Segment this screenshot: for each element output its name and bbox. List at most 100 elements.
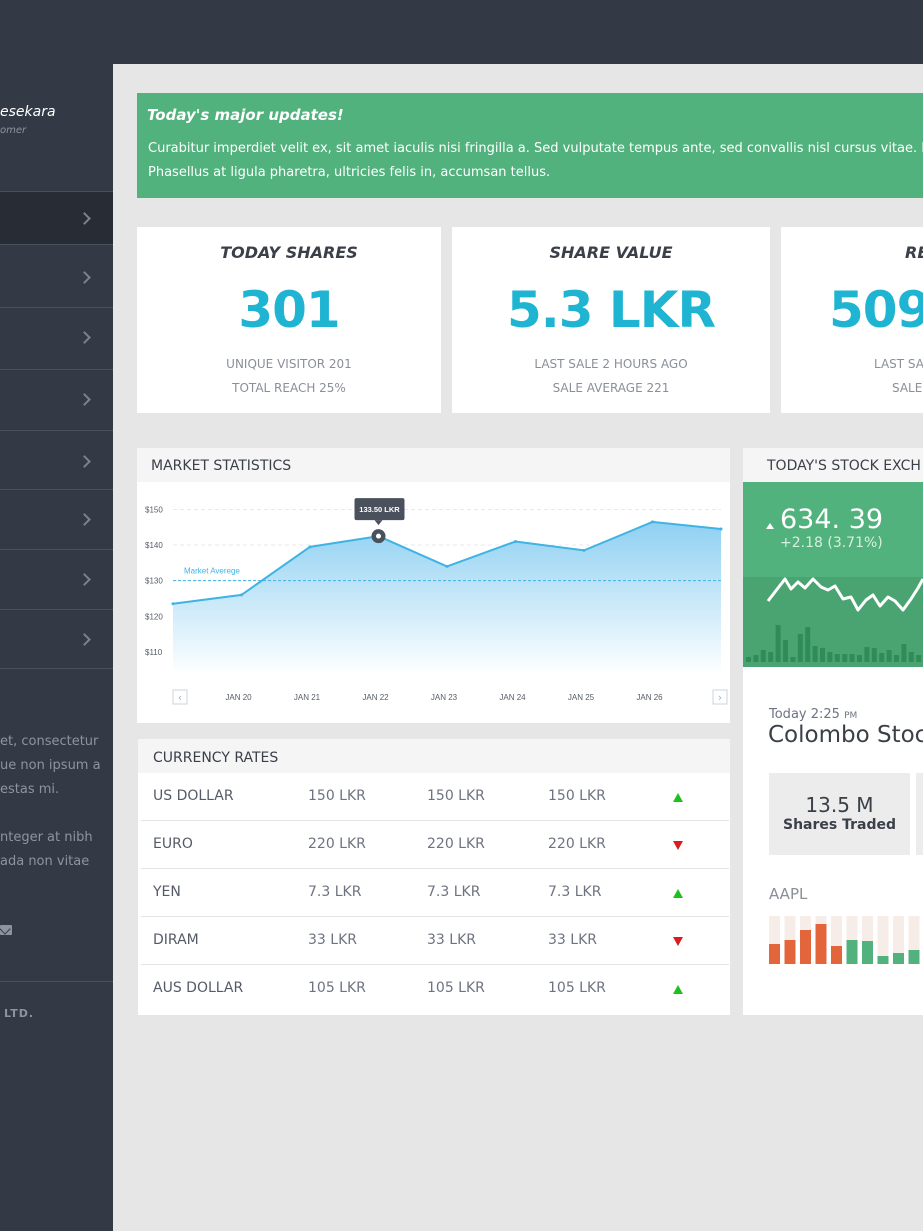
shares-traded-value: 13.5 M [805, 793, 874, 817]
alert-text-line-2: Phasellus at ligula pharetra, ultricies … [148, 165, 551, 180]
sidebar-text-line: et, consectetur [0, 734, 99, 749]
aapl-bar-bg [877, 916, 889, 964]
rate-value: 7.3 LKR [548, 884, 602, 900]
sidebar-nav-item-4[interactable] [0, 369, 113, 430]
arrow-up-icon [673, 985, 683, 994]
aapl-bar [831, 946, 842, 964]
major-updates-alert: Today's major updates! Curabitur imperdi… [137, 93, 923, 198]
currency-name: DIRAM [153, 932, 199, 948]
rate-value: 33 LKR [427, 932, 476, 948]
shares-traded-box: 13.5 M Shares Traded [769, 773, 910, 855]
stat-value: 5.3 LKR [506, 281, 716, 339]
panel-title: TODAY'S STOCK EXCH [767, 458, 921, 474]
sidebar-nav-item-3[interactable] [0, 307, 113, 369]
shares-traded-label: Shares Traded [782, 817, 896, 833]
sidebar-nav-item-7[interactable] [0, 549, 113, 609]
data-point [171, 602, 175, 606]
sidebar-nav-item-2[interactable] [0, 244, 113, 307]
spark-volume-bar [783, 640, 788, 662]
stat-sub-1: UNIQUE VISITOR 201 [226, 357, 352, 371]
data-point [240, 593, 243, 597]
chevron-right-icon [78, 513, 91, 526]
highlight-point-center [376, 533, 381, 539]
x-tick-label: JAN 26 [636, 693, 663, 702]
x-tick-label: JAN 20 [225, 693, 252, 702]
stock-time: Today 2:25 PM [769, 707, 858, 722]
spark-volume-bar [805, 627, 811, 662]
aapl-bar-bg [769, 916, 780, 964]
sidebar-nav-item-6[interactable] [0, 489, 113, 549]
spark-volume-bar [797, 634, 803, 662]
top-bar [0, 0, 923, 64]
alert-title: Today's major updates! [147, 106, 344, 124]
chevron-right-icon [78, 393, 91, 406]
arrow-down-icon [673, 937, 683, 946]
spark-volume-bar [746, 657, 751, 662]
rate-value: 220 LKR [548, 836, 606, 852]
currency-name: YEN [153, 884, 181, 900]
aapl-bar [769, 944, 780, 964]
chart-next-button[interactable] [712, 689, 728, 705]
spark-volume-bar [908, 652, 914, 662]
spark-volume-bar [871, 648, 877, 662]
aapl-bar [893, 953, 904, 964]
table-row[interactable]: US DOLLAR 150 LKR 150 LKR 150 LKR [141, 773, 729, 821]
data-point [445, 564, 449, 568]
spark-volume-bar [753, 655, 759, 662]
currency-rates-panel: CURRENCY RATES US DOLLAR 150 LKR 150 LKR 15… [138, 739, 730, 1015]
spark-volume-bar [775, 625, 781, 662]
spark-volume-bar [901, 644, 907, 662]
data-point [308, 545, 312, 549]
aapl-bar [784, 940, 796, 964]
stat-sub-2: SALE [892, 381, 923, 395]
spark-volume-bar [864, 647, 870, 662]
rate-value: 220 LKR [308, 836, 366, 852]
sidebar-divider [0, 981, 113, 982]
y-tick-label: $110 [145, 648, 163, 657]
stat-card-today-shares: TODAY SHARES 301 UNIQUE VISITOR 201 TOTA… [137, 227, 441, 413]
ticker-symbol: AAPL [769, 885, 808, 903]
sidebar-nav-item-5[interactable] [0, 430, 113, 489]
chevron-right-icon [78, 573, 91, 586]
arrow-up-icon [673, 793, 683, 802]
spark-volume-bar [879, 653, 885, 662]
table-row[interactable]: DIRAM 33 LKR 33 LKR 33 LKR [141, 917, 729, 965]
stat-card-third: RE 509, LAST SAL SALE [781, 227, 923, 413]
x-tick-label: JAN 24 [499, 693, 526, 702]
x-tick-label: JAN 21 [294, 693, 321, 702]
spark-volume-bar [886, 650, 892, 662]
chart-next-icon: › [718, 691, 722, 704]
table-row[interactable]: AUS DOLLAR 105 LKR 105 LKR 105 LKR [141, 965, 729, 1013]
sidebar-nav-item-8[interactable] [0, 609, 113, 669]
y-tick-label: $140 [145, 541, 163, 550]
stat-sub-1: LAST SAL [874, 357, 923, 371]
rate-value: 150 LKR [427, 788, 485, 804]
sidebar-text-line: nteger at nibh [0, 830, 93, 845]
sidebar-text-line: estas mi. [0, 782, 60, 797]
rate-value: 7.3 LKR [308, 884, 362, 900]
rate-value: 105 LKR [548, 980, 606, 996]
aapl-bar [815, 924, 827, 964]
sidebar: esekara omer et, consectetur ue non ipsu… [0, 64, 113, 1231]
chart-prev-icon: ‹ [178, 691, 182, 704]
spark-volume-bar [790, 657, 796, 662]
stock-sparkline [743, 577, 923, 667]
mail-icon[interactable] [0, 925, 12, 935]
panel-header: CURRENCY RATES [138, 739, 730, 773]
table-row[interactable]: YEN 7.3 LKR 7.3 LKR 7.3 LKR [141, 869, 729, 917]
spark-volume-bar [760, 650, 766, 662]
chart-prev-button[interactable] [172, 689, 188, 705]
panel-header: TODAY'S STOCK EXCH [743, 448, 923, 482]
stat-sub-1: LAST SALE 2 HOURS AGO [534, 357, 688, 371]
chevron-right-icon [78, 455, 91, 468]
aapl-bar [877, 956, 889, 964]
data-point [514, 540, 517, 543]
sidebar-text-line: ue non ipsum a [0, 758, 101, 773]
sidebar-nav-item-1[interactable] [0, 191, 113, 244]
spark-volume-bar [768, 652, 774, 662]
aapl-bar-chart [769, 916, 920, 964]
spark-volume-bar [820, 648, 825, 662]
table-row[interactable]: EURO 220 LKR 220 LKR 220 LKR [141, 821, 729, 869]
panel-header: MARKET STATISTICS [137, 448, 730, 482]
user-name: esekara [0, 104, 56, 120]
